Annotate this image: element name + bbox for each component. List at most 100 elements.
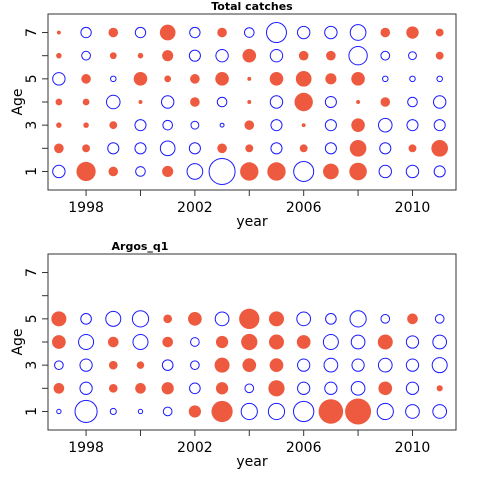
bubble-age4-2008 — [350, 334, 366, 350]
panel-argos-q1: Argos_q1 1998 2002 2006 2010 1 3 5 7 year Age — [10, 240, 457, 470]
bubble-age7-2006 — [296, 25, 311, 40]
bubble-age3-2007 — [324, 119, 337, 132]
bubble-age6-1998 — [81, 50, 91, 61]
x-axis-ticks: 1998 2002 2006 2010 — [68, 190, 430, 216]
bubble-age6-2006 — [298, 50, 309, 61]
bubble-age2-2005 — [270, 142, 283, 155]
bubble-age1-2008 — [349, 162, 367, 181]
bubble-age1-2007 — [323, 163, 339, 180]
bubble-layer — [51, 308, 448, 425]
bubble-age1-2005 — [267, 162, 286, 181]
bubble-age5-2001 — [164, 75, 172, 83]
bubble-age2-1998 — [82, 144, 90, 153]
bubble-age5-2000 — [133, 72, 148, 86]
bubble-age3-2001 — [162, 119, 173, 131]
bubble-age1-2006 — [293, 160, 315, 182]
bubble-age1-2010 — [405, 404, 420, 419]
bubble-age7-1999 — [108, 27, 119, 38]
bubble-age1-2005 — [267, 402, 286, 421]
x-tick-label: 2010 — [395, 200, 431, 216]
bubble-age7-2010 — [406, 26, 419, 39]
bubble-age3-2005 — [270, 119, 283, 132]
bubble-age2-2000 — [135, 383, 146, 394]
bubble-age5-2008 — [349, 310, 367, 328]
y-axis-label: Age — [10, 328, 26, 355]
bubble-age5-2001 — [163, 314, 173, 324]
bubble-age3-2002 — [190, 120, 200, 130]
bubble-age6-1999 — [109, 52, 117, 60]
bubble-age2-2010 — [405, 381, 420, 395]
x-axis-ticks: 1998 2002 2006 2010 — [68, 430, 430, 456]
bubble-age4-2006 — [296, 335, 311, 349]
bubble-age1-2011 — [433, 165, 446, 178]
bubble-age4-2008 — [356, 100, 361, 104]
bubble-age3-1999 — [108, 360, 118, 370]
bubble-age3-2002 — [190, 360, 200, 370]
bubble-age2-2001 — [159, 140, 176, 157]
bubble-age3-2010 — [405, 358, 420, 372]
bubble-age1-1999 — [108, 166, 119, 177]
x-tick-label: 1998 — [68, 200, 104, 216]
bubble-age4-2010 — [407, 96, 418, 108]
bubble-age5-2008 — [351, 72, 365, 86]
bubble-age2-2004 — [245, 144, 254, 153]
bubble-age7-2009 — [380, 27, 391, 38]
bubble-age1-1997 — [56, 408, 62, 415]
bubble-age5-2005 — [268, 311, 284, 327]
y-tick-label: 5 — [24, 74, 40, 83]
bubble-age1-2000 — [135, 166, 146, 177]
bubble-age2-2011 — [431, 140, 448, 157]
bubble-age6-2003 — [215, 48, 229, 63]
bubble-age1-2008 — [345, 398, 372, 425]
bubble-age6-2007 — [326, 50, 336, 61]
bubble-age5-2006 — [295, 71, 312, 87]
bubble-age4-1998 — [82, 98, 90, 106]
bubble-age3-2004 — [244, 120, 255, 130]
bubble-age2-2011 — [436, 385, 443, 392]
bubble-age6-2001 — [162, 50, 174, 62]
bubble-age3-1998 — [79, 358, 93, 372]
y-tick-label: 7 — [24, 28, 40, 37]
bubble-age6-2000 — [137, 52, 144, 59]
bubble-age2-2004 — [244, 383, 255, 394]
y-axis-ticks: 1 3 5 7 — [24, 28, 48, 176]
bubble-age1-2006 — [293, 400, 315, 423]
x-tick-label: 2006 — [286, 440, 322, 456]
bubble-age7-2003 — [217, 27, 227, 38]
bubble-age5-2002 — [188, 311, 202, 326]
bubble-age7-2002 — [189, 26, 201, 39]
bubble-age4-2004 — [241, 333, 258, 351]
bubble-age2-2009 — [379, 142, 392, 155]
bubble-age2-1997 — [54, 143, 64, 154]
bubble-age5-2000 — [131, 310, 150, 328]
panel-total-catches: Total catches 1998 2002 2006 2010 1 3 5 7 year… — [10, 0, 457, 230]
bubble-age2-1998 — [79, 381, 93, 395]
bubble-age1-2009 — [378, 164, 392, 179]
bubble-age3-2000 — [134, 119, 147, 132]
bubble-age2-2006 — [299, 144, 308, 153]
bubble-age6-2008 — [348, 45, 368, 66]
bubble-age2-2002 — [189, 382, 201, 395]
bubble-age5-1999 — [105, 310, 122, 327]
bubble-age3-2011 — [433, 119, 446, 132]
bubble-age3-2008 — [351, 118, 365, 132]
bubble-age1-2001 — [162, 165, 174, 178]
y-axis-label: Age — [10, 88, 26, 115]
y-tick-label: 7 — [24, 268, 40, 277]
bubble-age4-2005 — [268, 334, 284, 350]
bubble-age2-2010 — [408, 144, 417, 153]
bubble-age4-1997 — [55, 98, 63, 106]
bubble-age4-2003 — [215, 335, 229, 349]
bubble-age1-2000 — [137, 408, 144, 415]
bubble-age4-2009 — [377, 334, 393, 350]
bubble-age4-2000 — [138, 100, 143, 104]
y-tick-label: 3 — [24, 121, 40, 130]
bubble-age5-2010 — [407, 313, 418, 325]
x-tick-label: 2002 — [177, 200, 213, 216]
bubble-age3-2010 — [406, 119, 419, 132]
bubble-age2-2007 — [324, 142, 337, 155]
bubble-age3-2007 — [323, 357, 339, 373]
bubble-age7-1997 — [56, 30, 61, 35]
bubble-age6-2005 — [269, 48, 284, 63]
